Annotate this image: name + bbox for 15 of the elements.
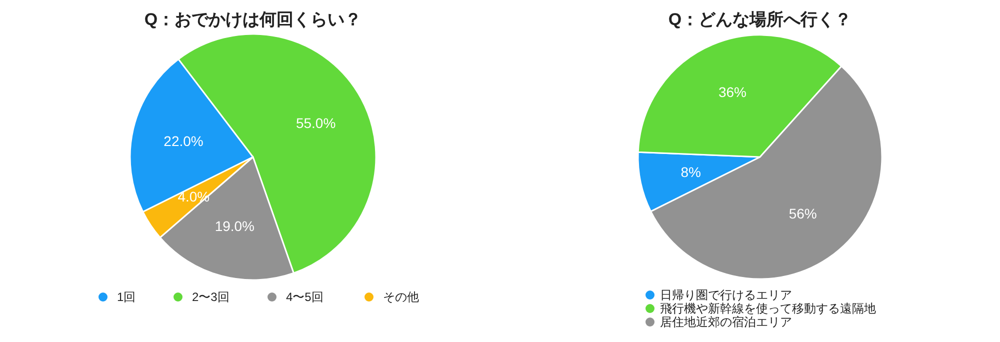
- legend-label: 日帰り圏で行けるエリア: [660, 288, 792, 302]
- data-label: 56%: [788, 205, 817, 222]
- legend-label: 4〜5回: [286, 290, 324, 304]
- data-label: 55.0%: [296, 115, 336, 132]
- data-label: 8%: [680, 164, 701, 180]
- legend-label: その他: [383, 290, 419, 304]
- legend-label: 2〜3回: [192, 290, 230, 304]
- data-label: 36%: [718, 84, 746, 100]
- legend-label: 居住地近郊の宿泊エリア: [660, 315, 792, 329]
- legend-label: 飛行機や新幹線を使って移動する遠隔地: [660, 302, 876, 316]
- data-label: 19.0%: [214, 218, 255, 234]
- legend-label: 1回: [117, 290, 136, 304]
- chart-title: Q：どんな場所へ行く？: [668, 10, 852, 29]
- data-label: 22.0%: [164, 132, 204, 149]
- chart-title: Q：おでかけは何回くらい？: [144, 10, 362, 29]
